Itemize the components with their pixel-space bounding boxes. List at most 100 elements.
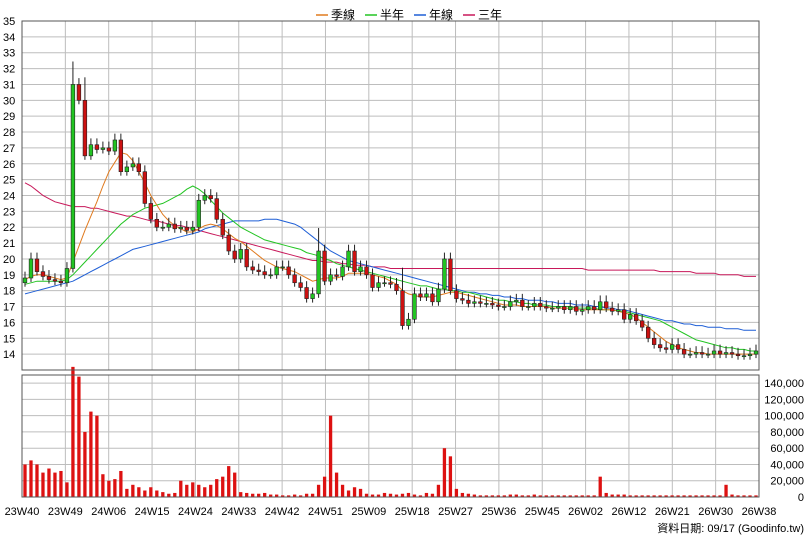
volume-bar bbox=[131, 484, 135, 497]
candlestick bbox=[544, 300, 549, 313]
candle-body bbox=[394, 284, 399, 291]
volume-bar bbox=[694, 495, 698, 497]
volume-bar bbox=[310, 493, 315, 497]
candle-body bbox=[544, 306, 549, 309]
candle-body bbox=[496, 304, 501, 307]
candle-body bbox=[250, 266, 255, 271]
volume-bar bbox=[280, 495, 285, 497]
volume-bar bbox=[370, 494, 375, 497]
candle-body bbox=[675, 344, 681, 350]
candle-body bbox=[502, 306, 507, 308]
volume-bar bbox=[556, 495, 560, 497]
volume-bar bbox=[137, 487, 141, 497]
candle-body bbox=[645, 326, 651, 339]
candle-body bbox=[178, 226, 183, 230]
candlestick bbox=[112, 133, 118, 156]
price-tick-label: 16 bbox=[3, 317, 15, 329]
candlestick bbox=[729, 346, 735, 359]
candlestick bbox=[64, 262, 70, 287]
price-tick-label: 30 bbox=[3, 95, 15, 107]
candlestick bbox=[190, 220, 195, 235]
candle-body bbox=[256, 269, 261, 272]
candlestick bbox=[502, 300, 507, 311]
volume-bar bbox=[484, 495, 489, 497]
volume-tick-label: 120,000 bbox=[764, 394, 804, 406]
candle-body bbox=[334, 274, 339, 277]
candlestick bbox=[735, 347, 741, 360]
candlestick bbox=[610, 301, 615, 316]
price-tick-label: 35 bbox=[3, 16, 15, 28]
price-tick-label: 21 bbox=[3, 238, 15, 250]
volume-bar bbox=[155, 490, 159, 497]
candle-body bbox=[100, 147, 106, 150]
volume-bar bbox=[29, 460, 33, 497]
candle-body bbox=[592, 306, 597, 311]
volume-bar bbox=[700, 495, 704, 497]
candlestick bbox=[717, 344, 723, 359]
candlesticks bbox=[22, 61, 759, 360]
volume-bar bbox=[628, 495, 632, 497]
candlestick bbox=[214, 192, 219, 224]
candle-body bbox=[735, 353, 741, 357]
volume-bar bbox=[394, 494, 399, 497]
candlestick bbox=[286, 260, 291, 279]
candlestick bbox=[424, 287, 429, 301]
volume-bar bbox=[71, 366, 75, 497]
candlestick bbox=[184, 220, 189, 235]
volume-axis: 0 20,000 40,000 60,000 80,000 100,000 120,000 1… bbox=[764, 378, 804, 504]
volume-bar bbox=[316, 484, 321, 497]
price-tick-label: 28 bbox=[3, 127, 15, 139]
volume-bar bbox=[125, 488, 129, 497]
candlestick bbox=[640, 314, 645, 332]
price-axis: 14 15 16 17 18 19 20 21 22 23 24 25 26 27 28 29 30 31 32 33… bbox=[3, 16, 15, 361]
volume-bar bbox=[173, 492, 177, 497]
candlestick bbox=[526, 300, 531, 311]
price-tick-label: 26 bbox=[3, 159, 15, 171]
volume-bar bbox=[227, 466, 231, 497]
volume-bar bbox=[742, 495, 746, 497]
candle-body bbox=[586, 306, 591, 311]
date-tick-label: 25W18 bbox=[395, 506, 430, 518]
candle-body bbox=[448, 258, 453, 291]
candlestick bbox=[628, 308, 633, 324]
candle-body bbox=[58, 280, 64, 284]
volume-bar bbox=[41, 472, 45, 497]
volume-bar bbox=[233, 472, 237, 497]
candle-body bbox=[657, 344, 663, 349]
volume-bar bbox=[706, 495, 710, 497]
candlestick bbox=[376, 276, 381, 292]
date-tick-label: 25W09 bbox=[351, 506, 386, 518]
candlestick bbox=[598, 295, 603, 314]
candlestick bbox=[304, 281, 309, 303]
volume-bar bbox=[502, 495, 506, 497]
candlestick bbox=[616, 303, 621, 316]
candlestick bbox=[202, 189, 207, 205]
candle-body bbox=[184, 226, 189, 231]
candle-body bbox=[322, 250, 327, 282]
volume-bar bbox=[346, 490, 351, 497]
candle-body bbox=[274, 266, 279, 276]
candlestick bbox=[580, 303, 585, 316]
volume-bar bbox=[568, 495, 572, 497]
date-axis: 23W40 23W49 24W06 24W15 24W24 24W33 24W42 24W51… bbox=[5, 506, 777, 518]
candle-body bbox=[634, 314, 639, 322]
candle-body bbox=[232, 250, 237, 260]
legend-label: 季線 bbox=[331, 7, 355, 22]
candlestick bbox=[651, 331, 657, 349]
candlestick bbox=[574, 300, 579, 316]
volume-bar bbox=[113, 479, 117, 497]
candle-body bbox=[681, 349, 687, 355]
price-tick-label: 23 bbox=[3, 206, 15, 218]
candle-body bbox=[52, 279, 58, 282]
candlestick bbox=[622, 303, 627, 324]
candle-body bbox=[693, 352, 699, 355]
moving-average-lines bbox=[24, 152, 756, 355]
candlestick bbox=[484, 297, 489, 308]
candle-body bbox=[651, 337, 657, 345]
price-tick-label: 20 bbox=[3, 254, 15, 266]
candlestick bbox=[196, 193, 201, 232]
candle-body bbox=[130, 163, 136, 168]
candlestick bbox=[238, 243, 243, 263]
candlestick bbox=[370, 268, 375, 292]
